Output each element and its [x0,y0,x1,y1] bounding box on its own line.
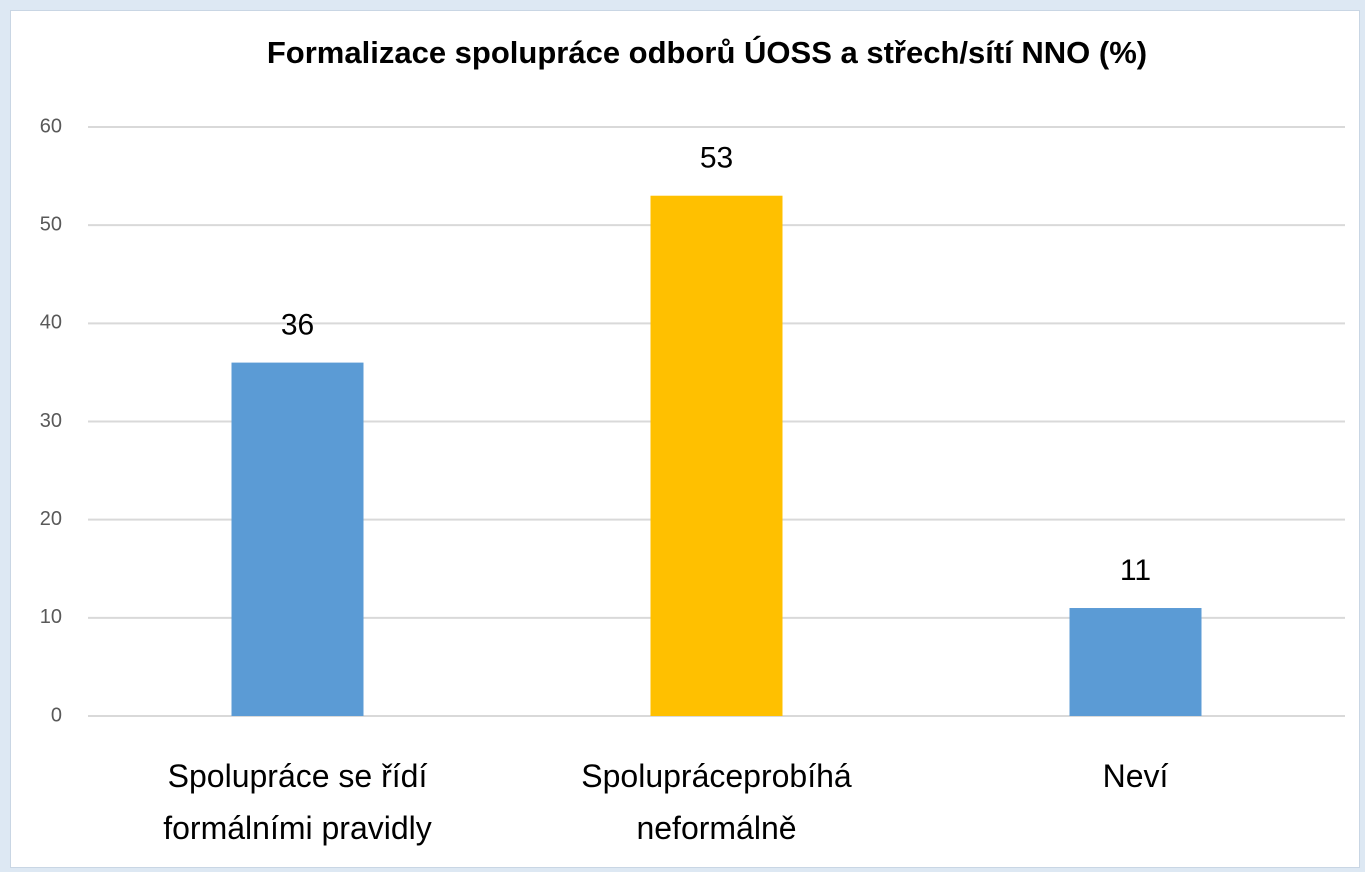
y-tick-label: 30 [40,410,62,432]
bar [1069,608,1202,716]
bar [650,195,783,716]
value-label: 53 [700,142,733,175]
x-tick-label: Spolupráce se řídí formálními pravidly [163,758,432,846]
y-tick-label: 60 [40,115,62,137]
y-tick-label: 40 [40,312,62,334]
value-label: 36 [281,309,314,342]
chart-title: Formalizace spolupráce odborů ÚOSS a stř… [267,34,1147,70]
x-tick-label: Neví [1102,758,1169,794]
y-tick-label: 50 [40,213,62,235]
y-tick-label: 10 [40,606,62,628]
y-tick-label: 0 [51,704,62,726]
y-tick-label: 20 [40,508,62,530]
bar [231,362,364,716]
x-tick-label: Spolupráceprobíhá neformálně [581,758,852,846]
value-label: 11 [1120,554,1151,587]
